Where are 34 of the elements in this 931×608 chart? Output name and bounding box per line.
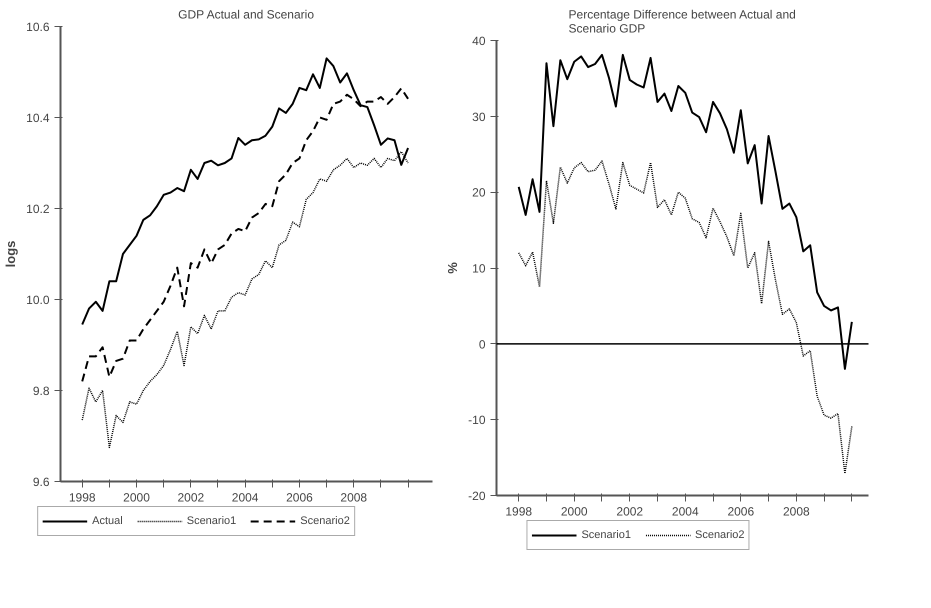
x-tick-label: 2006 [286,490,314,504]
y-tick-label: 10.4 [26,111,50,125]
x-tick-label: 2002 [177,490,205,504]
x-tick-label: 2008 [340,490,368,504]
y-tick-label: 40 [472,34,486,48]
y-tick-label: -20 [468,489,486,503]
y-axis-title: logs [3,240,18,268]
x-tick-label: 2004 [232,490,259,504]
y-tick-label: -10 [468,413,486,428]
y-tick-label: 30 [472,110,486,124]
y-tick-label: 10.2 [26,202,50,216]
legend-label: Scenario1 [186,515,236,527]
chart-title: Percentage Difference between Actual and Scenario GDP [568,8,796,36]
legend-label: Actual [92,515,123,527]
x-tick-label: 2000 [123,490,150,504]
x-tick-label: 2002 [616,504,644,518]
x-tick-label: 2004 [672,504,699,518]
x-tick-label: 2006 [727,504,754,518]
chart-title: GDP Actual and Scenario [178,8,314,22]
y-tick-label: 10.6 [26,20,50,34]
y-tick-label: 9.8 [32,384,50,398]
legend-label: Scenario1 [581,529,631,541]
y-tick-label: 0 [478,337,486,352]
y-tick-label: 9.6 [32,475,50,489]
legend-label: Scenario2 [694,529,745,541]
y-tick-label: 20 [472,186,486,200]
x-tick-label: 2000 [560,504,588,518]
x-tick-label: 2008 [782,504,810,518]
legend-label: Scenario2 [300,515,350,527]
y-axis-title: % [445,262,460,274]
y-tick-label: 10.0 [26,293,50,307]
x-tick-label: 1998 [505,504,532,518]
x-tick-label: 1998 [68,490,96,504]
y-tick-label: 10 [472,262,486,276]
